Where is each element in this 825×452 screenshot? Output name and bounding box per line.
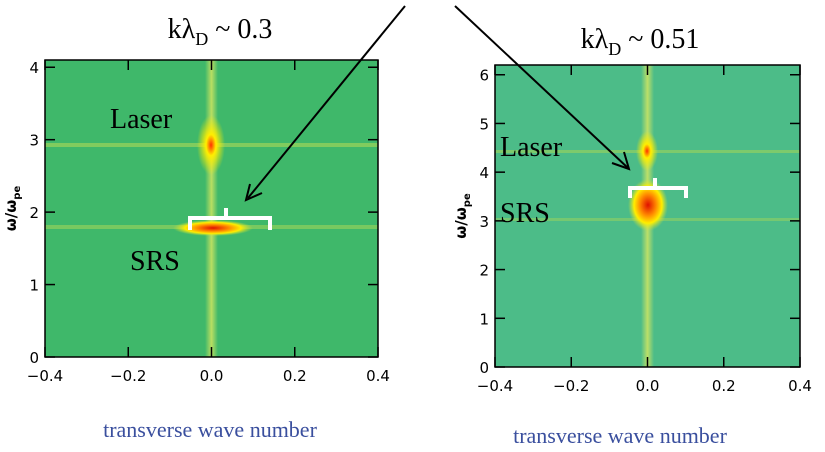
y-tick-label: 2	[479, 262, 489, 280]
title-part: kλ	[581, 24, 609, 55]
y-tick-label: 3	[29, 132, 39, 150]
y-tick-label: 1	[29, 277, 39, 295]
y-tick-label: 0	[479, 359, 489, 377]
y-axis-label: ω/ωpe	[452, 193, 473, 239]
x-tick-label: −0.2	[110, 367, 146, 385]
y-tick-label: 3	[479, 213, 489, 231]
y-tick-label: 0	[29, 349, 39, 367]
spectrum-image	[45, 60, 378, 357]
x-tick-label: −0.4	[27, 367, 63, 385]
annotation: SRS	[130, 246, 180, 277]
x-axis-label: transverse wave number	[513, 423, 727, 448]
x-tick-label: 0.0	[636, 377, 660, 395]
braces	[188, 178, 688, 230]
x-tick-label: 0.0	[200, 367, 224, 385]
y-tick-label: 4	[29, 59, 39, 77]
arrows	[244, 5, 631, 202]
panel-title: kλD ~ 0.3	[168, 14, 273, 49]
title-part: ~ 0.3	[208, 14, 272, 45]
x-tick-label: 0.2	[283, 367, 307, 385]
title-part: D	[608, 39, 621, 59]
spectrum-image	[495, 65, 800, 367]
y-tick-label: 5	[479, 115, 489, 133]
x-tick-label: 0.4	[366, 367, 390, 385]
y-tick-label: 2	[29, 204, 39, 222]
y-tick-label: 1	[479, 310, 489, 328]
x-axis-label: transverse wave number	[103, 417, 317, 442]
y-label-part: pe	[12, 186, 23, 200]
y-tick-label: 4	[479, 164, 489, 182]
annotation: SRS	[500, 198, 550, 229]
title-part: D	[195, 29, 208, 49]
title-part: ~ 0.51	[621, 24, 699, 55]
y-label-part: pe	[462, 193, 473, 207]
x-tick-label: 0.2	[712, 377, 736, 395]
y-tick-label: 6	[479, 67, 489, 85]
annotation: Laser	[500, 132, 563, 163]
title-part: kλ	[168, 14, 196, 45]
y-label-part: ω/ω	[2, 200, 20, 232]
y-axis-label: ω/ωpe	[2, 186, 23, 232]
x-tick-label: −0.2	[553, 377, 589, 395]
panel-title: kλD ~ 0.51	[581, 24, 700, 59]
y-label-part: ω/ω	[452, 207, 470, 239]
annotation: Laser	[110, 104, 173, 135]
x-tick-label: 0.4	[788, 377, 812, 395]
x-tick-label: −0.4	[477, 377, 513, 395]
